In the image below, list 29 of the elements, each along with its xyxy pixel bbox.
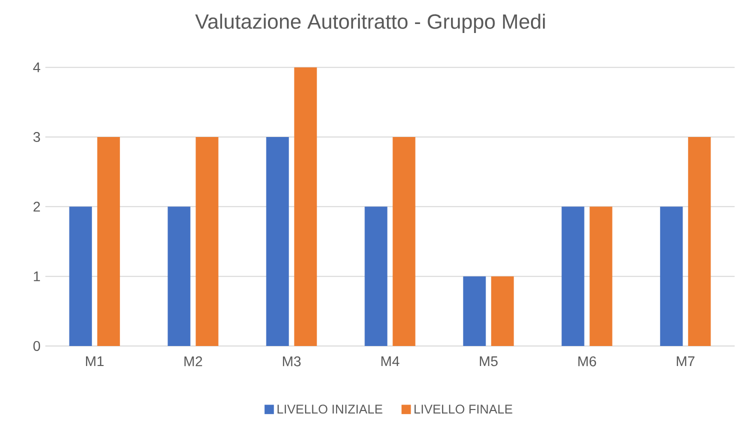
- bar: [69, 206, 92, 346]
- y-tick-label: 4: [33, 62, 40, 72]
- x-tick-label: M5: [480, 356, 498, 366]
- x-tick-label: M6: [578, 356, 596, 366]
- x-tick-label: M7: [676, 356, 694, 366]
- bar: [266, 137, 289, 346]
- bar: [294, 67, 317, 346]
- y-tick-label: 0: [33, 341, 40, 351]
- y-tick-label: 2: [34, 202, 40, 212]
- x-tick-label: M1: [86, 356, 104, 366]
- x-tick-label: M2: [184, 356, 202, 366]
- bar: [97, 137, 120, 346]
- bar: [688, 137, 711, 346]
- chart-title: Valutazione Autoritratto - Gruppo Medi: [195, 14, 545, 33]
- bar: [364, 206, 388, 346]
- bar: [463, 276, 486, 346]
- bar: [590, 206, 612, 346]
- bar: [562, 206, 584, 346]
- bar: [196, 137, 218, 346]
- y-tick-label: 1: [34, 272, 40, 282]
- x-tick-label: M3: [282, 356, 301, 366]
- bar: [491, 276, 514, 346]
- y-tick-label: 3: [33, 132, 40, 142]
- x-tick-label: M4: [381, 356, 400, 366]
- bar: [168, 206, 190, 346]
- legend-label: LIVELLO INIZIALE: [278, 404, 382, 414]
- bar: [392, 137, 416, 346]
- legend-label: LIVELLO FINALE: [414, 404, 512, 414]
- bar: [660, 206, 683, 346]
